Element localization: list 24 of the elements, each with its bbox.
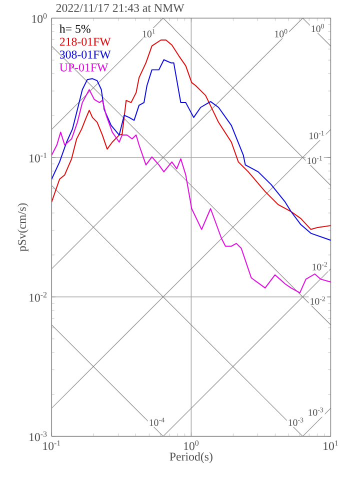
y-axis-title: pSv(cm/s)	[18, 203, 29, 252]
y-tick-label: 10$^{-1}$	[30, 152, 47, 162]
annotation: 10$^{0}$	[275, 29, 288, 38]
y-tick-label: 10$^{0}$	[32, 13, 47, 23]
annotation: h= 5%	[60, 24, 91, 33]
annotation: 10$^{-4}$	[150, 418, 165, 426]
series-label: UP-01FW	[60, 63, 108, 72]
annotation: 10$^{-1}$	[310, 130, 324, 140]
annotation: 10$^{-3}$	[308, 408, 324, 416]
annotation: 10$^{-2}$	[310, 296, 326, 305]
annotation: 10$^{-2}$	[312, 262, 328, 270]
text: 218-01FW	[60, 38, 112, 46]
x-tick-label: 10$^{0}$	[184, 440, 199, 450]
annotation: 10$^{0}$	[312, 24, 324, 32]
chart-title: 2022/11/17 21:43 at NMW	[56, 4, 184, 12]
annotation: 10$^{-3}$	[288, 418, 304, 426]
x-axis-title: Period(s)	[170, 452, 213, 464]
annotation: 10$^{1}$	[143, 29, 156, 38]
annotation: 10$^{-1}$	[308, 156, 322, 164]
x-tick-label: 10$^{-1}$	[43, 440, 60, 450]
y-tick-label: 10$^{-3}$	[30, 431, 47, 442]
y-tick-label: 10$^{-2}$	[30, 292, 47, 302]
x-tick-label: 10$^{1}$	[324, 440, 338, 450]
text: 308-01FW	[60, 50, 112, 59]
